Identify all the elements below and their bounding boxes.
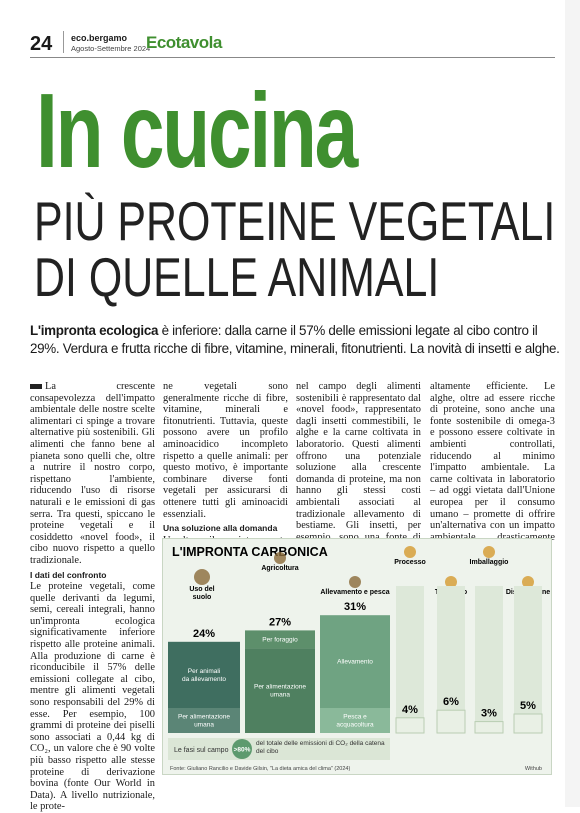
lead-marker — [30, 384, 42, 390]
margin — [565, 0, 580, 807]
bar-segment — [320, 708, 390, 733]
legend-badge-text: >80% — [234, 747, 251, 754]
stage-label: Agricoltura — [261, 565, 298, 572]
bar — [474, 721, 504, 734]
stage-icon — [445, 576, 457, 588]
issue: Agosto-Settembre 2024 — [71, 44, 151, 53]
header-rule — [30, 57, 555, 58]
column-bg — [437, 586, 465, 733]
bar-segment — [168, 708, 240, 733]
stage-icon — [349, 576, 361, 588]
credit: Withub — [525, 766, 542, 772]
bar-segment — [168, 641, 240, 708]
segment-label: Per animali da allevamento — [182, 668, 226, 683]
infographic-title: L'IMPRONTA CARBONICA — [172, 545, 328, 559]
column-bg — [396, 586, 424, 733]
column: nel campo degli alimenti sostenibili è r… — [296, 381, 421, 555]
section: Ecotavola — [146, 33, 222, 52]
value-label: 24% — [193, 628, 215, 640]
legend-text: del totale delle emissioni di CO₂ della … — [256, 740, 385, 755]
subtitle-line: DI QUELLE ANIMALI — [34, 246, 440, 308]
value-label: 27% — [269, 616, 291, 628]
value-label: 4% — [402, 704, 418, 716]
bar-segment — [245, 648, 315, 733]
paragraph: Le proteine vegetali, come quelle deriva… — [30, 581, 155, 813]
value-label: 31% — [344, 601, 366, 613]
subheading: I dati del confronto — [30, 569, 107, 580]
stage-icon — [274, 552, 286, 564]
bar — [436, 709, 466, 734]
value-label: 5% — [520, 700, 536, 712]
legend-badge — [232, 739, 252, 759]
segment-label: Pesca e acquacoltura — [336, 714, 374, 729]
segment-label: Per foraggio — [262, 636, 298, 643]
stage-icon — [194, 569, 210, 585]
stage-icon — [522, 576, 534, 588]
column-bg — [475, 586, 503, 733]
subtitle: PIÙ PROTEINE VEGETALI DI QUELLE ANIMALI — [34, 193, 555, 305]
segment-label: Allevamento — [337, 659, 373, 666]
paragraph: La crescente consapevolezza dell'impatto… — [30, 381, 155, 566]
segment-label: Per alimentazione umana — [178, 714, 230, 729]
subheading: Una soluzione alla domanda — [163, 523, 278, 534]
infographic: L'IMPRONTA CARBONICA Uso del suolo Per ani… — [162, 538, 552, 775]
source: Fonte: Giuliano Rancilio e Davide Gilsin… — [170, 766, 350, 772]
bars: Uso del suolo Per animali da allevamento Per… — [168, 546, 550, 734]
publication: eco.bergamo — [71, 33, 128, 43]
value-label: 3% — [481, 708, 497, 720]
column: altamente efficiente. Le alghe, oltre ad… — [430, 381, 555, 555]
bar-segment — [320, 615, 390, 708]
legend-text-box: del totale delle emissioni di CO₂ della … — [256, 740, 385, 755]
paragraph: altamente efficiente. Le alghe, oltre ad… — [430, 381, 555, 554]
subtitle-line: PIÙ PROTEINE VEGETALI — [34, 190, 556, 252]
lead-text: è inferiore: dalla carne il 57% delle em… — [30, 323, 560, 356]
bar — [513, 713, 543, 734]
stage-label: Imballaggio — [470, 559, 509, 566]
column-bg — [514, 586, 542, 733]
segment-label: Per alimentazione umana — [254, 684, 306, 699]
column: La crescente consapevolezza dell'impatto… — [30, 381, 155, 813]
lead: L'impronta ecologica è inferiore: dalla … — [30, 322, 570, 358]
paragraph: nel campo degli alimenti sostenibili è r… — [296, 381, 421, 554]
column: ne vegetali sono generalmente ricche di … — [163, 381, 288, 546]
stage-label: Allevamento e pesca — [320, 589, 389, 596]
stage-label: Uso del suolo — [189, 586, 214, 601]
stage-icon — [483, 546, 495, 558]
bar-segment — [245, 630, 315, 649]
legend-label: Le fasi sul campo — [174, 747, 229, 754]
value-label: 6% — [443, 696, 459, 708]
divider — [63, 31, 64, 53]
stage-label: Processo — [394, 559, 426, 566]
lead-bold: L'impronta ecologica — [30, 323, 159, 338]
paragraph: ne vegetali sono generalmente ricche di … — [163, 381, 288, 520]
title: In cucina — [36, 72, 358, 190]
bar — [395, 717, 425, 734]
page-number: 24 — [30, 33, 53, 55]
stage-icon — [404, 546, 416, 558]
legend-box — [168, 738, 390, 760]
